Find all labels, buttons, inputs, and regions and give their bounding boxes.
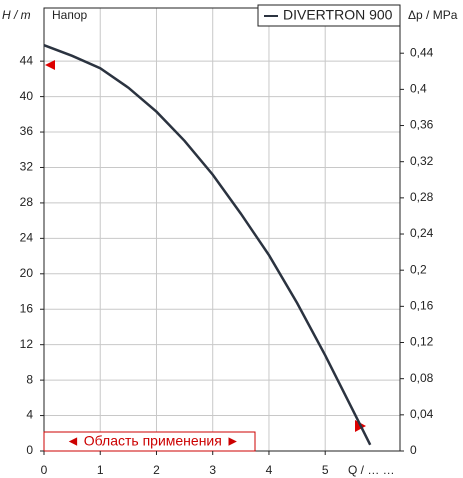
x-tick-label: 0 (41, 463, 48, 477)
y2-tick-label: 0,44 (410, 45, 434, 59)
x-tick-label: 1 (97, 463, 104, 477)
y2-tick-label: 0,4 (410, 82, 427, 96)
y-tick-label: 4 (26, 408, 33, 422)
y2-tick-label: 0,28 (410, 190, 434, 204)
y-tick-label: 44 (20, 53, 34, 67)
y-tick-label: 20 (20, 266, 34, 280)
y2-tick-label: 0,24 (410, 226, 434, 240)
x-tick-label: 2 (153, 463, 160, 477)
plot-frame (43, 7, 401, 452)
legend-box (257, 4, 401, 27)
y2-axis-label: Δp / MPa (408, 8, 458, 22)
y-tick-label: 32 (20, 160, 34, 174)
y2-tick-label: 0,12 (410, 335, 434, 349)
y2-tick-label: 0,04 (410, 407, 434, 421)
y-tick-label: 24 (20, 231, 34, 245)
y2-tick-label: 0,08 (410, 371, 434, 385)
y-tick-label: 8 (26, 372, 33, 386)
range-marker (45, 60, 55, 70)
legend-label: DIVERTRON 900 (283, 7, 393, 23)
x-tick-label: 5 (322, 463, 329, 477)
y2-tick-label: 0,16 (410, 299, 434, 313)
range-box (43, 431, 256, 452)
y-tick-label: 0 (26, 443, 33, 457)
x-tick-label: 3 (209, 463, 216, 477)
y-tick-label: 16 (20, 301, 34, 315)
chart-title: Напор (52, 8, 88, 22)
y-tick-label: 40 (20, 89, 34, 103)
y-tick-label: 12 (20, 337, 34, 351)
range-annotation: ◄ Область применения ► (66, 433, 240, 449)
y2-tick-label: 0,2 (410, 262, 427, 276)
y2-tick-label: 0 (410, 443, 417, 457)
y-tick-label: 28 (20, 195, 34, 209)
x-axis-label: Q / … … (348, 463, 395, 477)
y-axis-label: H / m (2, 8, 31, 22)
x-tick-label: 4 (266, 463, 273, 477)
y-tick-label: 36 (20, 124, 34, 138)
y2-tick-label: 0,36 (410, 118, 434, 132)
y2-tick-label: 0,32 (410, 154, 434, 168)
series-line (43, 44, 372, 446)
